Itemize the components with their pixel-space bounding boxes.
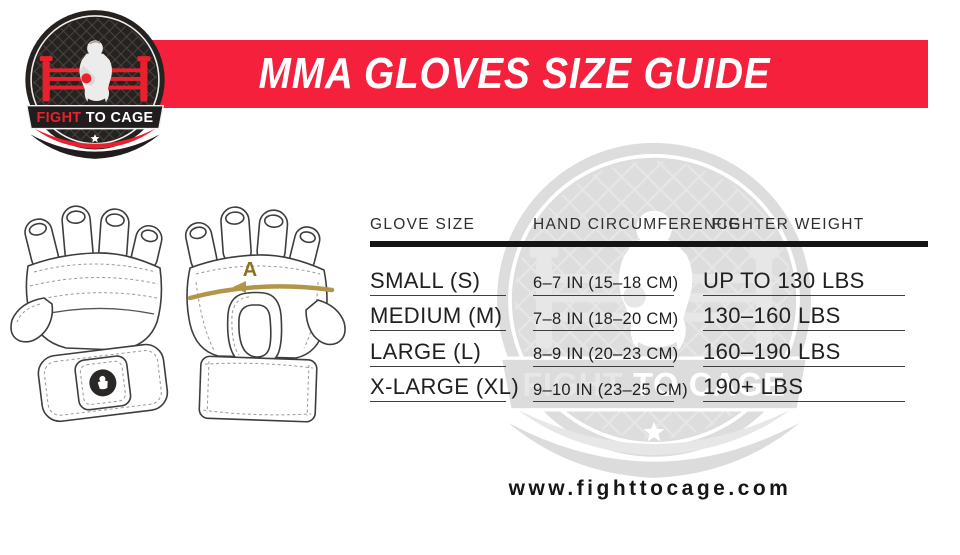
glove-logo-patch <box>89 369 117 397</box>
measurement-label-a: A <box>243 259 257 281</box>
column-header-glove-size: GLOVE SIZE <box>370 216 476 233</box>
right-glove: A <box>184 206 346 423</box>
weight-cell: 190+ LBS <box>703 376 905 403</box>
table-row-large: LARGE (L) 8–9 IN (20–23 CM) 160–190 LBS <box>370 331 928 367</box>
title-banner: MMA GLOVES SIZE GUIDE <box>142 40 928 108</box>
column-header-fighter-weight: FIGHTER WEIGHT <box>712 216 865 233</box>
left-glove <box>10 205 169 423</box>
weight-cell: UP TO 130 LBS <box>703 269 905 296</box>
circumference-cell: 6–7 IN (15–18 CM) <box>533 275 678 296</box>
circumference-cell: 9–10 IN (23–25 CM) <box>533 382 688 403</box>
weight-cell: 130–160 LBS <box>703 305 905 332</box>
measurement-arc <box>187 281 335 301</box>
size-cell: LARGE (L) <box>370 340 506 367</box>
table-row-medium: MEDIUM (M) 7–8 IN (18–20 CM) 130–160 LBS <box>370 296 928 332</box>
page-title: MMA GLOVES SIZE GUIDE <box>258 49 771 98</box>
column-header-hand-circumference: HAND CIRCUMFERENCE <box>533 216 741 233</box>
size-cell: MEDIUM (M) <box>370 305 506 332</box>
weight-cell: 160–190 LBS <box>703 340 905 367</box>
size-table: GLOVE SIZE HAND CIRCUMFERENCE FIGHTER WE… <box>370 217 928 403</box>
table-row-small: SMALL (S) 6–7 IN (15–18 CM) UP TO 130 LB… <box>370 261 928 296</box>
circumference-cell: 7–8 IN (18–20 CM) <box>533 311 678 332</box>
size-cell: SMALL (S) <box>370 269 506 296</box>
table-row-xlarge: X-LARGE (XL) 9–10 IN (23–25 CM) 190+ LBS <box>370 367 928 403</box>
size-cell: X-LARGE (XL) <box>370 376 519 403</box>
table-header-row: GLOVE SIZE HAND CIRCUMFERENCE FIGHTER WE… <box>370 217 928 233</box>
circumference-cell: 8–9 IN (20–23 CM) <box>533 346 678 367</box>
footer: www.fighttocage.com <box>371 477 929 501</box>
table-header-rule <box>370 240 928 247</box>
mma-gloves-illustration: A <box>10 205 346 423</box>
website-url: www.fighttocage.com <box>508 477 792 500</box>
fight-to-cage-logo <box>23 8 167 166</box>
